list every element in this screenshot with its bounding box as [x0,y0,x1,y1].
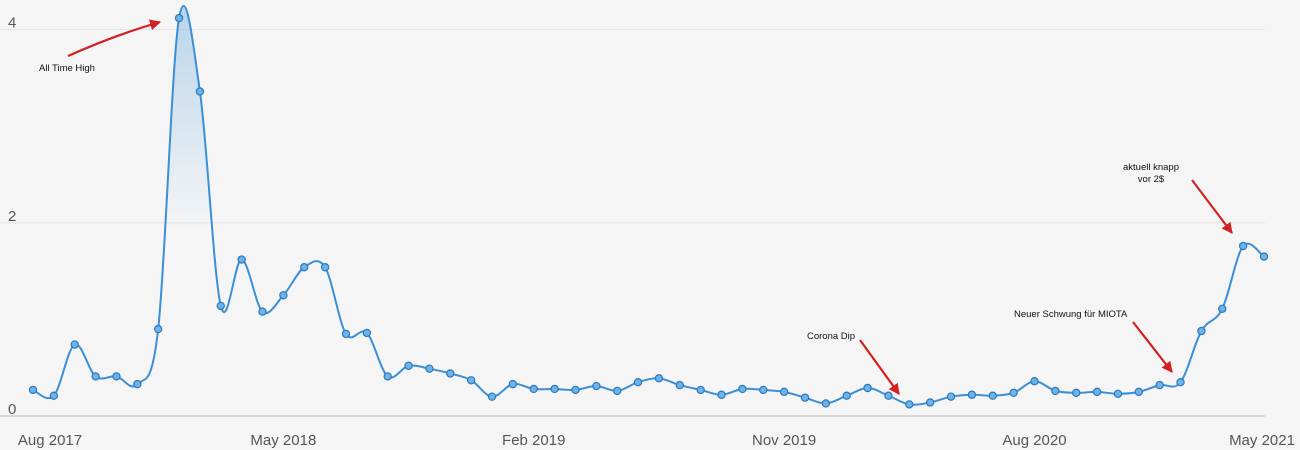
data-point [320,263,330,272]
y-tick-label: 4 [8,15,16,32]
data-point [112,372,121,381]
y-tick-label: 2 [8,208,16,225]
data-point [821,399,831,408]
data-point [550,384,559,394]
annotation: vor 2$ [1138,174,1165,185]
x-tick-label: Aug 2020 [1002,432,1066,449]
data-point [153,324,163,334]
annotation: All Time High [39,63,95,74]
data-point [341,329,351,339]
data-point [1030,377,1039,386]
data-point [1051,386,1060,396]
data-point [633,377,643,387]
data-point [863,383,872,393]
data-point [1238,241,1248,251]
x-tick-label: May 2021 [1229,432,1295,449]
data-point [654,374,664,383]
arrow [859,339,900,395]
data-point [1009,388,1018,398]
data-point [487,392,497,401]
data-point [404,361,413,370]
x-tick-label: Feb 2019 [502,432,565,449]
data-point [946,392,956,401]
data-point [362,328,372,338]
data-point [675,380,684,390]
data-point [571,385,580,395]
x-tick-label: Nov 2019 [752,432,816,449]
data-point [195,87,205,96]
data-point [800,393,810,402]
data-point [1259,252,1269,261]
annotation: aktuell knapp [1123,162,1179,173]
data-point [925,398,935,407]
data-point [300,263,309,272]
data-point [49,391,59,400]
data-point [905,400,914,409]
data-point [216,301,225,311]
x-tick-label: Aug 2017 [18,432,82,449]
data-point [779,387,789,397]
data-point [884,391,893,400]
y-tick-label: 0 [8,401,16,418]
arrow [1132,321,1173,373]
data-point [174,13,184,23]
data-point [592,381,601,391]
data-point [508,379,518,389]
data-point [988,391,997,400]
data-point [1155,380,1164,390]
data-point [1197,326,1206,336]
data-point [967,390,977,399]
data-point [613,386,622,396]
data-point [1072,388,1081,398]
data-point [28,385,38,395]
data-point [70,340,79,349]
data-point [759,385,768,395]
data-point [466,376,476,385]
data-point [738,384,747,394]
data-point [696,385,705,395]
annotation: Neuer Schwung für MIOTA [1014,309,1128,320]
data-point [717,390,726,399]
data-point [258,307,267,316]
data-point [1134,387,1144,397]
data-point [842,391,851,400]
data-point [425,364,434,373]
data-point [529,384,538,394]
data-point [1218,304,1227,313]
data-point [1176,377,1185,387]
area-fill [33,5,1264,416]
data-point [91,372,100,381]
data-point [1092,387,1102,397]
data-point [133,379,142,389]
data-point [446,369,455,378]
data-point [1113,389,1123,398]
plot [28,4,1269,416]
arrow [67,19,162,58]
x-tick-label: May 2018 [250,432,316,449]
annotation: Corona Dip [807,331,855,342]
annotations: All Time High Corona Dip Neuer Schwung f… [39,19,1233,395]
arrow [1191,179,1233,234]
data-point [383,372,392,381]
data-point [237,255,246,264]
grid: 0 2 4 Aug 2017 May 2018 Feb 2019 Nov 2019 Aug 2… [0,15,1295,449]
data-point [279,291,288,300]
